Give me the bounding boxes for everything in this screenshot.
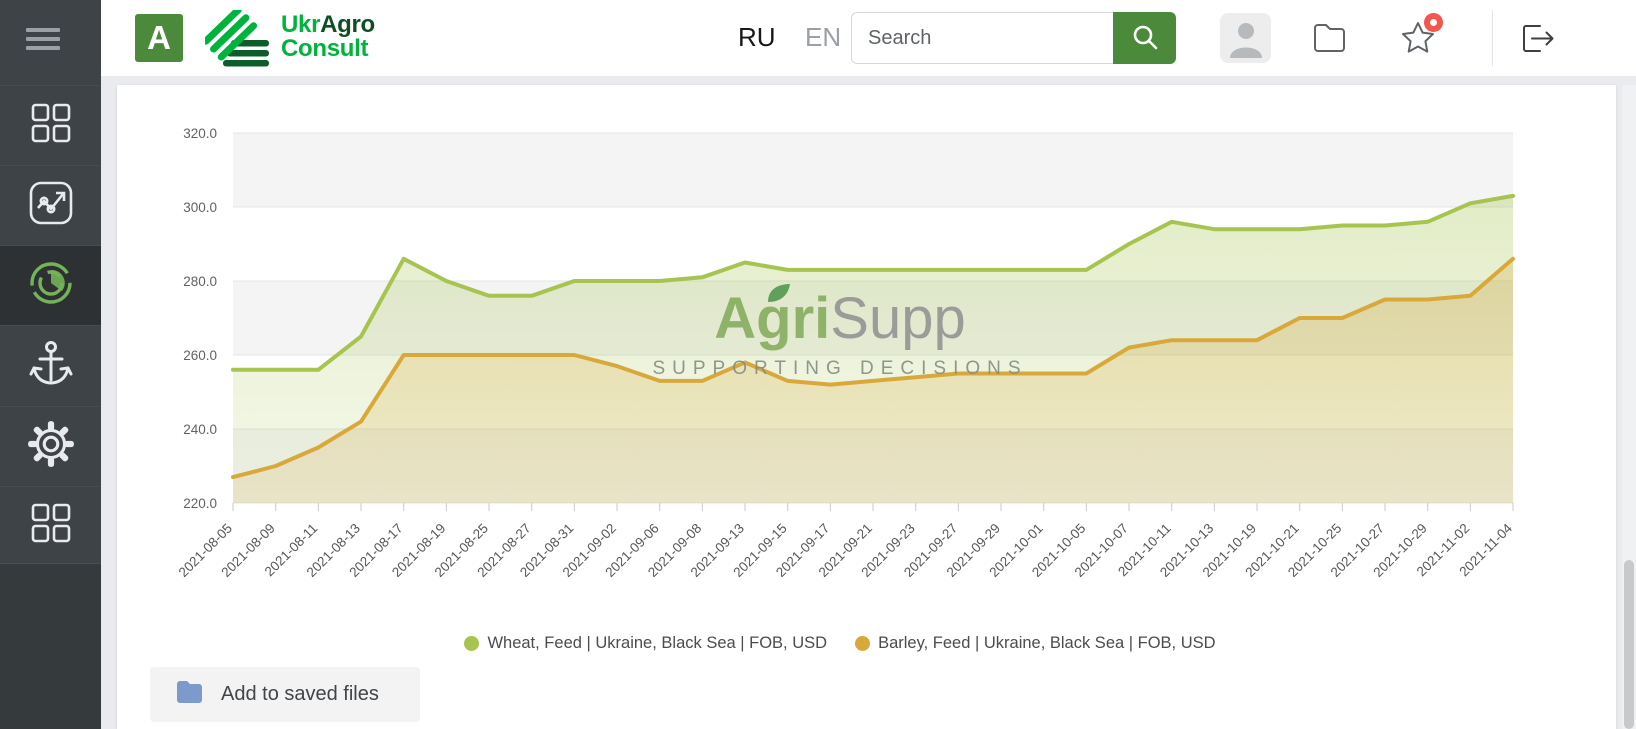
vertical-scrollbar-thumb[interactable] — [1624, 560, 1634, 729]
legend-dot-icon — [855, 636, 871, 651]
hamburger-menu-button[interactable] — [0, 0, 101, 76]
sidebar-item-trends[interactable] — [0, 165, 101, 245]
sidebar-item-dashboard[interactable] — [0, 85, 101, 165]
search-icon — [1131, 23, 1159, 54]
anchor-icon — [27, 338, 75, 393]
ukragro-stripes-icon — [202, 6, 277, 73]
svg-text:300.0: 300.0 — [183, 200, 217, 215]
add-to-saved-files-button[interactable]: Add to saved files — [150, 667, 420, 722]
ukragro-wordmark[interactable]: UkrAgro Consult — [281, 11, 375, 62]
language-ru[interactable]: RU — [738, 22, 776, 52]
notification-badge — [1424, 13, 1443, 32]
favorites-star-icon[interactable] — [1400, 21, 1436, 60]
legend-label: Barley, Feed | Ukraine, Black Sea | FOB,… — [878, 634, 1216, 652]
grid-icon — [28, 500, 74, 551]
language-en[interactable]: EN — [805, 22, 842, 52]
legend-item-barley[interactable]: Barley, Feed | Ukraine, Black Sea | FOB,… — [855, 634, 1216, 653]
search-input[interactable] — [852, 13, 1113, 63]
sidebar-item-apps[interactable] — [0, 486, 101, 563]
legend-label: Wheat, Feed | Ukraine, Black Sea | FOB, … — [487, 634, 828, 652]
chart-legend: Wheat, Feed | Ukraine, Black Sea | FOB, … — [117, 634, 1563, 653]
logout-icon[interactable] — [1520, 23, 1556, 59]
saved-folder-icon — [176, 680, 203, 710]
top-header: A UkrAgro Consult RU EN — [101, 0, 1636, 76]
svg-text:260.0: 260.0 — [183, 348, 217, 363]
svg-text:240.0: 240.0 — [183, 422, 217, 437]
trend-chart-icon — [27, 179, 75, 232]
search-button[interactable] — [1113, 12, 1176, 64]
price-chart[interactable]: 320.0 300.0 280.0 260.0 240.0 220.0 2021-08-05… — [117, 85, 1616, 605]
price-chart-card: 320.0 300.0 280.0 260.0 240.0 220.0 2021-08-05… — [117, 85, 1616, 729]
donut-chart-icon — [26, 258, 76, 313]
legend-dot-icon — [464, 636, 480, 651]
user-avatar[interactable] — [1220, 13, 1271, 63]
svg-text:280.0: 280.0 — [183, 274, 217, 289]
agrisupp-logo[interactable]: A — [135, 14, 183, 62]
header-divider — [1492, 10, 1493, 66]
search-box — [851, 12, 1113, 64]
gear-icon — [26, 419, 76, 474]
legend-item-wheat[interactable]: Wheat, Feed | Ukraine, Black Sea | FOB, … — [464, 634, 827, 653]
sidebar-item-prices[interactable] — [0, 245, 101, 325]
svg-text:220.0: 220.0 — [183, 496, 217, 511]
person-icon — [1224, 18, 1268, 63]
folder-icon[interactable] — [1313, 23, 1346, 58]
add-to-saved-files-label: Add to saved files — [221, 683, 379, 705]
sidebar — [0, 0, 101, 729]
sidebar-item-ports[interactable] — [0, 325, 101, 405]
sidebar-item-settings[interactable] — [0, 406, 101, 486]
svg-text:320.0: 320.0 — [183, 126, 217, 141]
logo-letter: A — [147, 19, 171, 56]
sidebar-filler — [0, 563, 101, 729]
grid-icon — [28, 100, 74, 151]
